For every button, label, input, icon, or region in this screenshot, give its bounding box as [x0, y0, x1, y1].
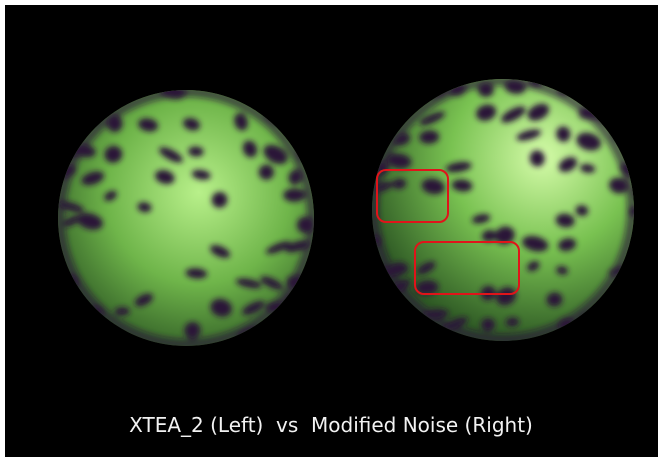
caption: XTEA_2 (Left) vs Modified Noise (Right) [129, 413, 533, 437]
page: XTEA_2 (Left) vs Modified Noise (Right) … [0, 0, 663, 462]
slide: XTEA_2 (Left) vs Modified Noise (Right) [0, 0, 663, 462]
